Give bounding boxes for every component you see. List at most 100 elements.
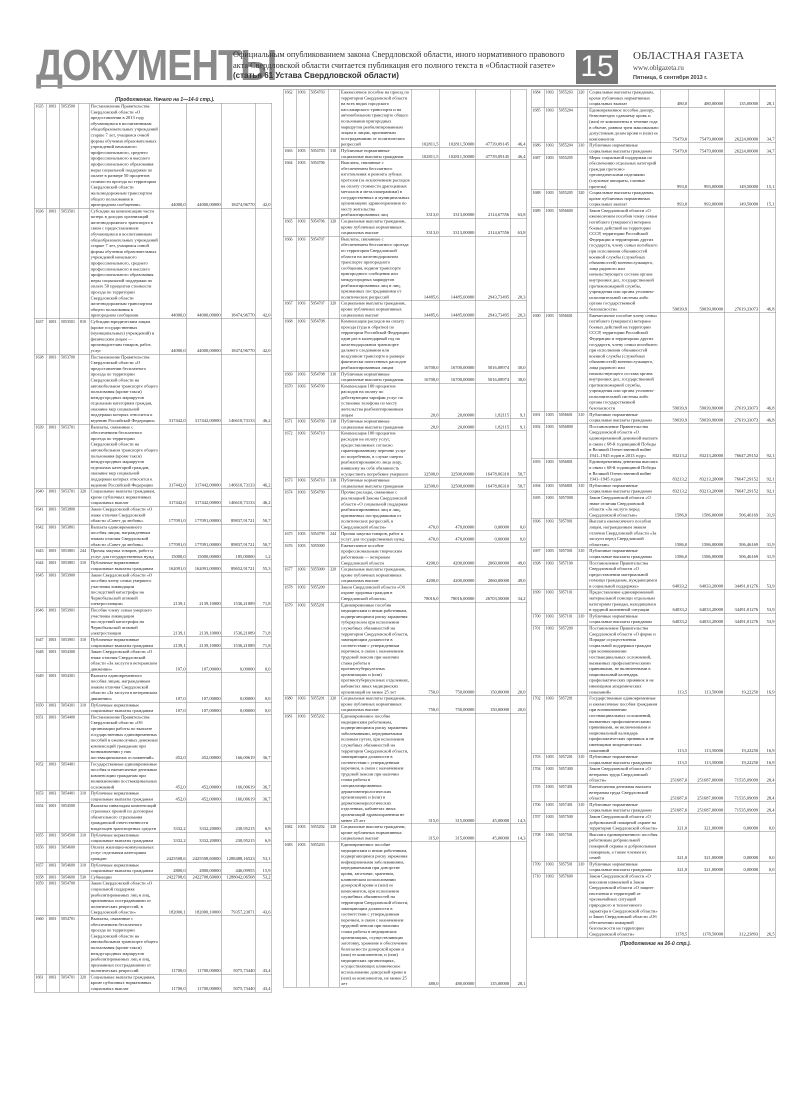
table-row: 1683 1003 5055203 Единовременное пособие ме…: [282, 841, 527, 988]
planned-amount: 3332,2: [159, 802, 188, 833]
description: Публичные нормативные социальные выплаты…: [587, 860, 661, 874]
page-number: 15: [576, 50, 618, 84]
target-code: 5057201: [557, 695, 578, 755]
table-row: 1648 1003 5054300 Закон Свердловской област…: [33, 648, 272, 673]
section-code: 1003: [296, 89, 310, 148]
row-number: 1681: [282, 712, 297, 825]
table-row: 1638 1003 5053700 Постановление Правительст…: [33, 353, 272, 425]
executed-amount: 2943,73495: [475, 300, 511, 319]
planned-amount: 75479,0: [659, 142, 689, 155]
executed-amount: 230,95215: [221, 802, 257, 833]
description: Постановление Правительства Свердловской…: [89, 103, 160, 209]
target-code: 5054799: [309, 530, 330, 543]
percent-executed: 46,8: [759, 411, 776, 424]
budget-table: 1662 1003 5054703 Ежемесячное пособие на пр…: [282, 89, 527, 988]
target-code: 5054600: [59, 843, 80, 863]
expense-type: [328, 382, 341, 419]
target-code: 5054709: [309, 418, 330, 431]
expense-type: [328, 159, 341, 219]
description: Закон Свердловской области «О добровольн…: [587, 813, 661, 832]
target-code: 5057100: [557, 559, 578, 590]
row-number: 1668: [282, 318, 297, 372]
expense-type: [576, 154, 589, 191]
section-code: 1003: [296, 218, 310, 237]
approved-amount: 470,00000: [439, 489, 476, 531]
expense-type: 310: [576, 547, 589, 561]
row-number: 1700: [530, 612, 545, 626]
table-row: 1646 1003 5053901 Пособие члену семьи умерш…: [33, 607, 272, 638]
expense-type: [328, 583, 341, 603]
description: Публичные нормативные социальные выплаты…: [339, 477, 412, 490]
approved-amount: 20,00000: [439, 382, 476, 419]
section-code: 1003: [296, 418, 310, 431]
approved-amount: 11700,00000: [186, 973, 223, 993]
approved-amount: 321,00000: [688, 860, 725, 874]
approved-amount: 102811,50000: [439, 89, 476, 148]
row-number: 1663: [282, 147, 297, 161]
planned-amount: 470,0: [411, 530, 441, 543]
section-code: 1003: [46, 701, 60, 715]
expense-type: 310: [576, 411, 589, 424]
approved-amount: 1586,00000: [688, 518, 725, 549]
description: Меры социальной поддержки по обеспечению…: [587, 154, 661, 191]
expense-type: 810: [78, 318, 90, 355]
planned-amount: 321,0: [659, 831, 689, 862]
expense-type: [78, 648, 90, 673]
row-number: 1669: [282, 370, 297, 384]
percent-executed: 20,3: [510, 235, 527, 301]
table-row: 1645 1003 5053900 Закон Свердловской област…: [33, 571, 272, 608]
row-number: 1659: [33, 880, 48, 916]
table-row: 1687 1003 5055205 Меры социальной поддержки…: [530, 154, 776, 191]
target-code: 5055204: [557, 106, 578, 143]
target-code: 5057001: [557, 547, 578, 561]
table-row: 1641 1003 5053800 Закон Свердловской област…: [33, 505, 272, 525]
expense-type: [576, 559, 589, 590]
expense-type: [78, 353, 90, 425]
expense-type: 310: [328, 370, 341, 384]
table-row: 1655 1003 5054500 310 Публичные нормативные …: [33, 831, 272, 845]
expense-type: 310: [576, 753, 589, 767]
table-row: 1659 1003 5054700 Закон Свердловской област…: [33, 880, 272, 916]
table-row: 1692 1003 5056800 Постановление Правительст…: [530, 423, 776, 460]
percent-executed: 50,7: [510, 477, 527, 490]
planned-amount: 83213,2: [659, 482, 689, 495]
planned-amount: 113,5: [659, 625, 689, 696]
expense-type: 320: [328, 566, 341, 585]
description: Публичные нормативные социальные выплаты…: [587, 753, 661, 767]
table-row: 1661 1003 5054701 320 Социальные выплаты гра…: [33, 973, 272, 993]
expense-type: [576, 106, 589, 143]
approved-amount: 32500,00000: [439, 477, 476, 490]
expense-type: [328, 489, 341, 531]
target-code: 5054401: [59, 760, 80, 791]
row-number: 1673: [282, 477, 297, 490]
section-code: 1003: [46, 571, 60, 608]
percent-executed: 1,2: [255, 547, 272, 561]
table-row: 1665 1003 5054706 320 Социальные выплаты гра…: [282, 218, 527, 237]
table-row: 1668 1003 5054708 Компенсация расходов на о…: [282, 318, 527, 372]
section-code: 1003: [544, 494, 558, 519]
newspaper-url[interactable]: www.oblgazeta.ru: [633, 64, 684, 72]
section-code: 1003: [46, 831, 60, 845]
row-number: 1683: [282, 841, 297, 988]
row-number: 1640: [33, 488, 48, 507]
executed-amount: 34491,01276: [724, 612, 760, 626]
section-code: 1003: [296, 530, 310, 543]
executed-amount: 185,00000: [221, 547, 257, 561]
expense-type: [576, 458, 589, 483]
table-row: 1697 1003 5057001 310 Публичные нормативные …: [530, 547, 776, 561]
expense-type: [78, 523, 90, 549]
table-row: 1670 1003 5054709 Компенсация 100 процентов…: [282, 382, 527, 419]
executed-amount: 1288042,06568: [221, 873, 257, 881]
description: Социальные выплаты гражданам, кроме публ…: [89, 973, 160, 993]
executed-amount: 2060,00000: [475, 566, 511, 585]
target-code: 5057401: [557, 783, 578, 802]
target-code: 5055205: [557, 189, 578, 208]
row-number: 1688: [530, 189, 545, 208]
table-row: 1660 1003 5054701 Выплаты, связанные с обес…: [33, 915, 272, 975]
expense-type: 310: [78, 559, 90, 573]
row-number: 1653: [33, 790, 48, 803]
row-number: 1638: [33, 353, 48, 425]
target-code: 5055000: [309, 566, 330, 585]
approved-amount: 1178,50000: [688, 872, 725, 938]
target-code: 5055202: [309, 823, 330, 842]
